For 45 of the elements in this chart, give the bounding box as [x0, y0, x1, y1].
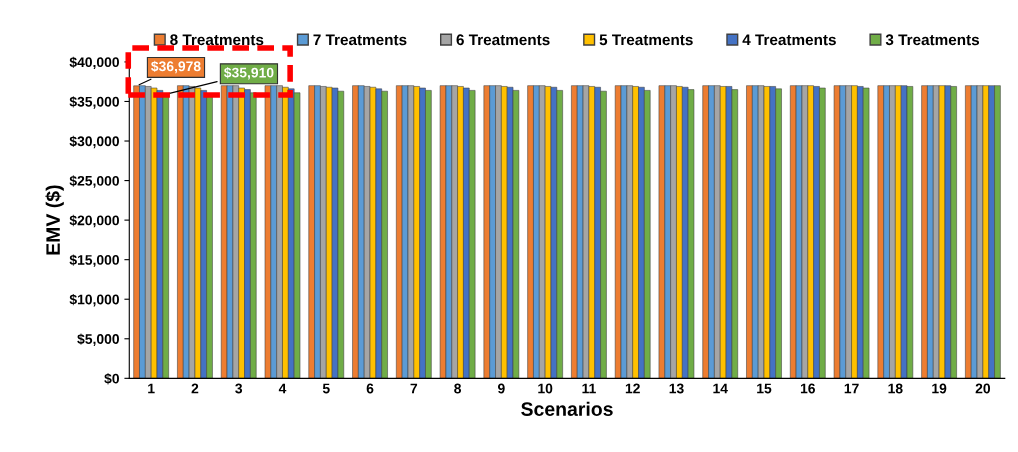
bar	[658, 85, 666, 379]
x-tick-label: 16	[800, 383, 816, 394]
y-tick-label: $35,000	[69, 96, 119, 109]
x-tick-label: 15	[757, 383, 772, 394]
x-tick-label: 4	[278, 383, 287, 394]
legend-label: 5 Treatments	[599, 34, 693, 46]
y-tick-label: $20,000	[69, 214, 119, 228]
legend-label: 8 Treatments	[170, 34, 264, 46]
bar	[264, 85, 272, 379]
bar	[965, 85, 972, 379]
x-tick-label: 18	[888, 383, 903, 394]
x-tick-label: 19	[932, 383, 947, 394]
legend-label: 3 Treatments	[885, 34, 980, 46]
y-tick-label: $15,000	[69, 254, 119, 267]
x-tick-label: 1	[148, 383, 155, 394]
x-axis-title: Scenarios	[521, 401, 613, 416]
x-tick-label: 6	[366, 383, 374, 394]
x-tick-label: 5	[322, 383, 330, 394]
y-tick-label: $0	[104, 373, 119, 385]
x-tick-label: 20	[975, 383, 991, 394]
y-tick-label: $5,000	[77, 333, 119, 346]
x-tick-label: 8	[454, 383, 462, 394]
y-tick-label: $25,000	[69, 175, 119, 188]
x-tick-label: 7	[410, 383, 418, 394]
x-tick-label: 10	[538, 383, 553, 394]
bar	[571, 85, 578, 379]
x-tick-label: 14	[713, 383, 728, 394]
x-tick-label: 3	[235, 383, 243, 394]
x-tick-label: 13	[669, 383, 684, 394]
y-tick-label: $10,000	[69, 293, 119, 307]
y-tick-label: $30,000	[69, 135, 119, 149]
x-tick-label: 2	[191, 383, 199, 394]
x-tick-label: 9	[497, 383, 505, 394]
x-tick-label: 17	[844, 383, 859, 394]
legend-label: 4 Treatments	[742, 34, 836, 46]
data-label: $36,978	[151, 60, 201, 74]
x-tick-label: 11	[582, 383, 596, 394]
legend-label: 6 Treatments	[456, 34, 550, 46]
bar	[833, 85, 841, 379]
bar	[439, 85, 447, 379]
x-tick-label: 12	[625, 383, 640, 394]
data-label: $35,910	[224, 67, 274, 80]
legend-label: 7 Treatments	[313, 34, 407, 46]
y-axis-title: EMV ($)	[45, 185, 64, 255]
y-tick-label: $40,000	[69, 56, 119, 70]
